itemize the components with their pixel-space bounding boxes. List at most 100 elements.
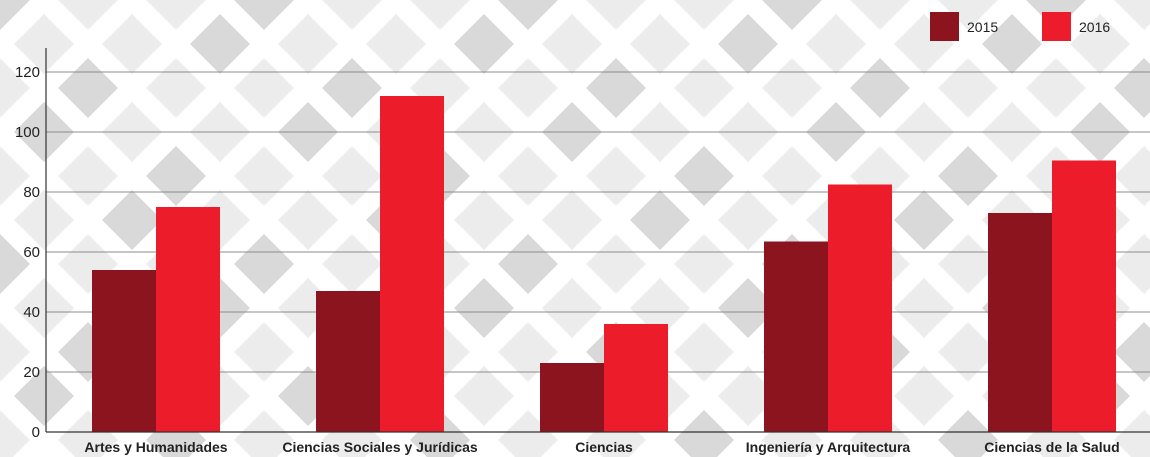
background-diamond: [586, 0, 646, 30]
background-diamond: [14, 278, 74, 338]
legend-swatch-2015: [930, 12, 959, 41]
background-diamond: [0, 146, 30, 206]
x-category-label: Ciencias: [575, 439, 633, 455]
background-diamond: [454, 14, 514, 74]
background-diamond: [674, 0, 734, 30]
y-tick-label: 100: [15, 124, 40, 141]
background-diamond: [1114, 146, 1150, 206]
background-diamond: [410, 0, 470, 30]
background-diamond: [146, 0, 206, 30]
background-diamond: [234, 58, 294, 118]
background-diamond: [850, 58, 910, 118]
background-diamond: [542, 14, 602, 74]
y-tick-label: 40: [23, 304, 40, 321]
background-diamond: [322, 58, 382, 118]
y-tick-label: 0: [32, 424, 40, 441]
bar-2016-2: [380, 96, 444, 432]
background-diamond: [498, 234, 558, 294]
x-category-label: Ciencias de la Salud: [984, 439, 1119, 455]
background-diamond: [1114, 234, 1150, 294]
background-diamond: [718, 366, 778, 426]
background-diamond: [806, 14, 866, 74]
background-diamond: [58, 146, 118, 206]
background-diamond: [1070, 14, 1130, 74]
bar-2016-5: [1052, 160, 1116, 432]
background-diamond: [498, 58, 558, 118]
background-diamond: [14, 102, 74, 162]
background-diamond: [982, 14, 1042, 74]
background-diamond: [674, 146, 734, 206]
x-category-label: Artes y Humanidades: [84, 439, 227, 455]
background-diamond: [938, 234, 998, 294]
background-diamond: [938, 58, 998, 118]
background-diamond: [498, 0, 558, 30]
background-diamond: [1114, 410, 1150, 457]
background-diamond: [586, 410, 646, 457]
background-diamond: [454, 278, 514, 338]
background-diamond: [278, 190, 338, 250]
background-diamond: [234, 410, 294, 457]
legend-swatch-2016: [1042, 12, 1071, 41]
background-diamond: [0, 234, 30, 294]
background-diamond: [14, 366, 74, 426]
background-diamond: [762, 410, 822, 457]
background-diamond: [674, 322, 734, 382]
background-diamond: [454, 190, 514, 250]
background-diamond: [718, 14, 778, 74]
background-diamond: [542, 278, 602, 338]
background-diamond: [146, 58, 206, 118]
background-diamond: [586, 58, 646, 118]
background-diamond: [234, 234, 294, 294]
background-diamond: [938, 322, 998, 382]
y-tick-label: 60: [23, 244, 40, 261]
background-diamond: [850, 410, 910, 457]
background-diamond: [146, 410, 206, 457]
background-diamond: [674, 234, 734, 294]
background-diamond: [146, 146, 206, 206]
background-diamond: [454, 366, 514, 426]
background-diamond: [498, 410, 558, 457]
x-category-label: Ciencias Sociales y Jurídicas: [282, 439, 478, 455]
axes: 0 20 40 60 80 100 120 Artes y Humanidades Cienci…: [15, 48, 1150, 455]
background-diamond: [718, 278, 778, 338]
background-diamond: [762, 0, 822, 30]
background-diamond: [674, 58, 734, 118]
y-tick-label: 120: [15, 64, 40, 81]
bar-2015-4: [764, 241, 828, 432]
background-diamond: [14, 14, 74, 74]
background-diamond: [322, 0, 382, 30]
background-diamond: [1114, 322, 1150, 382]
bar-2016-4: [828, 184, 892, 432]
background-diamond: [674, 410, 734, 457]
background-diamond: [0, 322, 30, 382]
background-diamond: [234, 0, 294, 30]
background-diamond: [0, 410, 30, 457]
background-diamond: [278, 14, 338, 74]
background-diamond: [938, 410, 998, 457]
background-diamond: [762, 58, 822, 118]
background-diamond: [1026, 410, 1086, 457]
background-diamond: [1114, 0, 1150, 30]
bar-2016-3: [604, 324, 668, 432]
background-diamond: [410, 410, 470, 457]
background-diamond: [586, 146, 646, 206]
bars: [92, 96, 1116, 432]
bar-2015-3: [540, 363, 604, 432]
background-diamond: [938, 0, 998, 30]
bar-2015-5: [988, 213, 1052, 432]
background-diamond: [14, 190, 74, 250]
bar-2015-2: [316, 291, 380, 432]
legend-label-2016: 2016: [1079, 19, 1110, 35]
background-diamond: [58, 0, 118, 30]
background-diamond: [102, 190, 162, 250]
background-diamond: [1026, 58, 1086, 118]
legend-label-2015: 2015: [967, 19, 998, 35]
background-diamond: [762, 146, 822, 206]
gridlines: [46, 71, 1150, 373]
background-diamond: [58, 410, 118, 457]
background-diamond: [630, 14, 690, 74]
background-diamond: [322, 410, 382, 457]
background-diamond: [58, 58, 118, 118]
background-diamond: [894, 190, 954, 250]
